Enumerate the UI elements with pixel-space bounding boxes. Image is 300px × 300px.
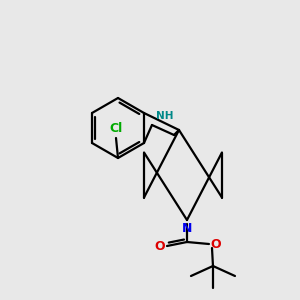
Text: O: O — [155, 241, 165, 254]
Text: NH: NH — [156, 111, 173, 121]
Text: O: O — [211, 238, 221, 250]
Text: Cl: Cl — [110, 122, 123, 135]
Text: N: N — [182, 222, 192, 235]
